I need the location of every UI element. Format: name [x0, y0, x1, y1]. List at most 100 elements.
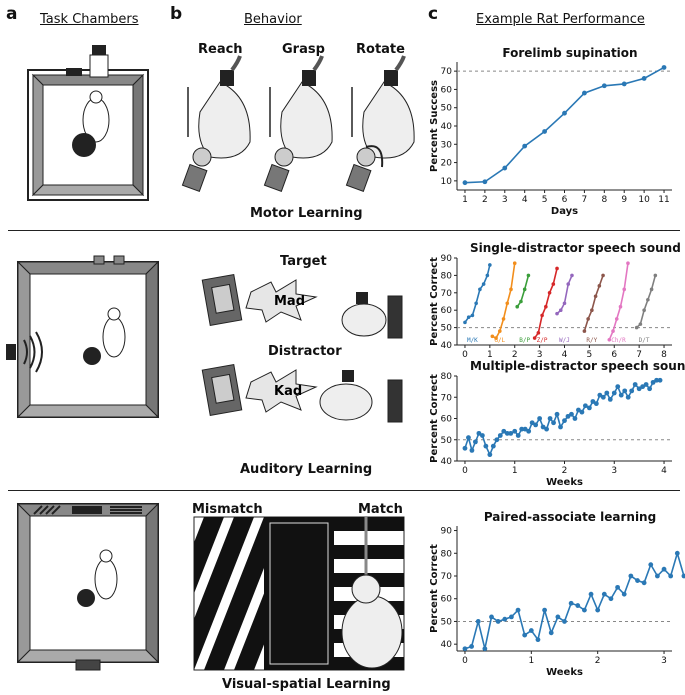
y-tick-label: 90: [441, 527, 453, 537]
x-tick-label: 1: [487, 350, 493, 360]
section-title-motor: Motor Learning: [250, 206, 363, 221]
y-tick-label: 70: [441, 289, 453, 299]
data-point: [515, 607, 521, 613]
data-point: [502, 616, 508, 622]
series-label: M/K: [467, 337, 478, 344]
y-tick-label: 70: [441, 393, 453, 403]
data-point: [532, 336, 537, 340]
y-tick-label: 20: [441, 159, 453, 169]
data-point: [586, 317, 590, 321]
section-title-auditory: Auditory Learning: [240, 462, 373, 477]
column-title-behavior: Behavior: [244, 12, 302, 27]
data-point: [634, 325, 639, 330]
x-tick-label: 8: [601, 195, 607, 205]
data-point: [551, 282, 556, 286]
data-point: [547, 416, 553, 421]
auditory-task-chamber: [6, 255, 160, 419]
x-tick-label: 0: [462, 350, 468, 360]
data-point: [479, 433, 485, 438]
chart-single-distractor: 40 50 60 70 80 90 0 1 2 3 4 5 6 7 8 Percent Correct M/K G…: [429, 254, 672, 360]
data-point: [611, 390, 617, 396]
series-line: [516, 275, 530, 308]
data-point: [466, 315, 471, 319]
data-point: [501, 428, 507, 434]
x-tick-label: 7: [636, 350, 642, 360]
data-point: [540, 313, 544, 318]
y-tick-label: 40: [441, 457, 453, 467]
data-point: [504, 430, 510, 436]
data-point: [611, 329, 615, 333]
data-point: [618, 392, 624, 398]
x-axis-label: Days: [551, 206, 578, 217]
x-tick-label: 2: [482, 195, 488, 205]
auditory-distractor-illustration: Kad: [201, 363, 403, 423]
x-tick-label: 6: [611, 350, 617, 360]
data-point: [618, 304, 623, 309]
data-point: [635, 578, 640, 583]
series-label: R/Y: [586, 337, 597, 344]
series-line: [464, 66, 665, 184]
x-tick-label: 2: [512, 350, 518, 360]
data-point: [640, 384, 646, 390]
data-point: [558, 424, 563, 430]
data-point: [615, 584, 620, 590]
motor-reach-illustration: [181, 55, 251, 192]
data-point: [535, 637, 541, 643]
data-point: [542, 607, 547, 613]
data-point: [629, 388, 635, 394]
data-point: [555, 311, 559, 316]
data-point: [586, 405, 592, 411]
data-point: [522, 287, 527, 292]
row-divider-1: [8, 230, 680, 231]
data-point: [487, 452, 493, 458]
column-title-example-performance: Example Rat Performance: [476, 12, 645, 27]
data-point: [572, 416, 578, 421]
x-tick-label: 9: [621, 195, 627, 205]
y-tick-label: 40: [441, 640, 453, 650]
x-tick-label: 5: [587, 350, 593, 360]
data-point: [582, 607, 587, 613]
y-tick-label: 60: [441, 85, 453, 95]
panel-letter-a: a: [6, 4, 18, 24]
chart-forelimb-supination: 10 20 30 40 50 60 70 1 2 3 4 5 6 7 8 9 10 11 Percent Succe…: [429, 62, 672, 217]
y-tick-label: 10: [441, 177, 453, 187]
data-point: [548, 630, 554, 636]
data-point: [478, 287, 482, 292]
y-tick-label: 40: [441, 341, 453, 351]
panel-letter-c: c: [428, 4, 439, 24]
data-point: [462, 180, 468, 186]
y-tick-label: 70: [441, 67, 453, 77]
chart-paired-associate: 40 50 60 70 80 90 0 1 2 3 Percent Correct Weeks: [429, 526, 685, 678]
x-tick-label: 4: [661, 466, 667, 476]
series-label: Ch/R: [611, 337, 626, 344]
visual-task-chamber: [16, 502, 160, 671]
series-label: G/L: [494, 337, 505, 344]
data-point: [547, 291, 552, 295]
data-point: [509, 287, 513, 292]
data-point: [483, 443, 489, 449]
data-point: [536, 331, 541, 335]
chart-title-single-distractor: Single-distractor speech sound: [470, 241, 681, 255]
data-point: [512, 261, 517, 266]
distractor-word: Kad: [274, 384, 302, 399]
data-point: [668, 573, 674, 579]
data-point: [646, 297, 650, 302]
data-point: [588, 591, 594, 597]
data-point: [462, 646, 468, 652]
data-point: [526, 273, 531, 278]
data-point: [562, 110, 567, 116]
x-tick-label: 2: [595, 656, 601, 666]
y-axis-label: Percent Success: [429, 80, 440, 172]
data-point: [469, 644, 474, 649]
x-tick-label: 6: [562, 195, 568, 205]
visual-stimulus-display: [193, 516, 405, 671]
x-tick-label: 0: [462, 466, 468, 476]
data-point: [681, 573, 685, 579]
data-point: [648, 562, 654, 568]
data-point: [508, 430, 514, 436]
y-tick-label: 90: [441, 254, 453, 264]
row-divider-2: [8, 490, 680, 491]
data-point: [542, 129, 547, 134]
data-point: [626, 261, 630, 266]
data-point: [509, 614, 514, 620]
